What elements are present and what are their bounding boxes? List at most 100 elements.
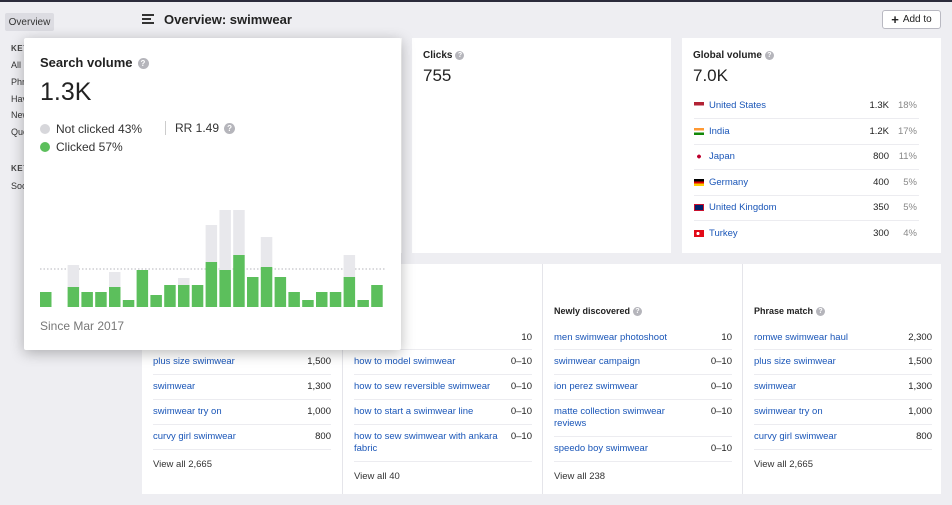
keyword-volume: 800 xyxy=(916,431,932,442)
keyword-row: swimwear campaign 0–10 xyxy=(554,350,732,375)
bar-clicked[interactable] xyxy=(81,292,93,307)
keyword-link[interactable]: romwe swimwear haul xyxy=(754,332,848,343)
country-row: United States 1.3K 18% xyxy=(694,94,919,119)
bar-not-clicked[interactable] xyxy=(109,272,121,287)
bar-clicked[interactable] xyxy=(164,285,176,307)
bar-clicked[interactable] xyxy=(302,300,314,307)
keyword-volume: 800 xyxy=(315,431,331,442)
clicks-title: Clicks xyxy=(423,50,453,61)
bar-clicked[interactable] xyxy=(95,292,107,307)
nav-item-new[interactable]: New xyxy=(11,110,30,120)
keyword-link[interactable]: swimwear try on xyxy=(754,406,823,417)
bar-not-clicked[interactable] xyxy=(219,210,231,270)
column-title: Phrase match? xyxy=(754,306,826,316)
keyword-link[interactable]: swimwear xyxy=(754,381,797,392)
search-volume-chart xyxy=(40,210,385,307)
bar-clicked[interactable] xyxy=(40,292,52,307)
bar-clicked[interactable] xyxy=(233,255,245,307)
bar-clicked[interactable] xyxy=(205,262,218,307)
keyword-row: how to sew reversible swimwear 0–10 xyxy=(354,375,532,400)
nav-item-all[interactable]: All xyxy=(11,60,22,70)
legend-clicked: Clicked 57% xyxy=(40,140,123,154)
search-volume-popup: Search volume? 1.3K Not clicked 43% Clic… xyxy=(24,38,401,350)
bar-not-clicked[interactable] xyxy=(67,265,80,287)
country-volume: 350 xyxy=(873,202,889,213)
keyword-column: Newly discovered? men swimwear photoshoot… xyxy=(542,264,742,494)
bar-not-clicked[interactable] xyxy=(205,225,218,262)
add-to-button[interactable]: + Add to xyxy=(882,10,941,29)
nav-item-questions[interactable]: Que xyxy=(11,127,29,137)
nav-item-having[interactable]: Hav xyxy=(11,94,28,104)
bar-clicked[interactable] xyxy=(136,270,149,307)
bar-not-clicked[interactable] xyxy=(343,255,356,277)
keyword-link[interactable]: men swimwear photoshoot xyxy=(554,332,667,343)
help-icon[interactable]: ? xyxy=(137,58,149,69)
keyword-row: how to start a swimwear line 0–10 xyxy=(354,400,532,425)
bar-clicked[interactable] xyxy=(329,292,342,307)
help-icon[interactable]: ? xyxy=(633,307,643,316)
keyword-link[interactable]: plus size swimwear xyxy=(754,356,836,367)
keyword-row: swimwear try on 1,000 xyxy=(754,400,932,425)
nav-section-title-2: KEY xyxy=(11,164,29,173)
keyword-link[interactable]: how to sew reversible swimwear xyxy=(354,381,491,392)
keyword-volume: 1,500 xyxy=(307,356,331,367)
keyword-row: matte collection swimwear reviews 0–10 xyxy=(554,400,732,437)
keyword-link[interactable]: ion perez swimwear xyxy=(554,381,638,392)
view-all-link[interactable]: View all 2,665 xyxy=(754,459,813,470)
keyword-link[interactable]: how to sew swimwear with ankara fabric xyxy=(354,431,498,454)
help-icon[interactable]: ? xyxy=(764,51,774,60)
bar-clicked[interactable] xyxy=(274,277,287,307)
keyword-link[interactable]: plus size swimwear xyxy=(153,356,235,367)
bar-clicked[interactable] xyxy=(178,285,190,307)
bar-clicked[interactable] xyxy=(219,270,231,307)
popup-title: Search volume xyxy=(40,55,133,70)
keyword-link[interactable]: speedo boy swimwear xyxy=(554,443,648,454)
keyword-volume: 1,300 xyxy=(307,381,331,392)
plus-icon: + xyxy=(891,12,899,27)
keyword-link[interactable]: curvy girl swimwear xyxy=(153,431,236,442)
keyword-link[interactable]: matte collection swimwear reviews xyxy=(554,406,665,429)
bar-clicked[interactable] xyxy=(288,292,300,307)
country-row: United Kingdom 350 5% xyxy=(694,196,919,221)
country-volume: 1.2K xyxy=(869,125,889,137)
keyword-link[interactable]: how to start a swimwear line xyxy=(354,406,474,417)
country-link[interactable]: Germany xyxy=(709,176,749,188)
bar-clicked[interactable] xyxy=(357,300,369,307)
menu-icon[interactable] xyxy=(142,14,154,24)
country-link[interactable]: Japan xyxy=(709,151,735,162)
keyword-row: men swimwear photoshoot 10 xyxy=(554,326,732,350)
bar-clicked[interactable] xyxy=(343,277,356,307)
bar-clicked[interactable] xyxy=(109,287,121,307)
country-link[interactable]: India xyxy=(709,125,730,137)
bar-clicked[interactable] xyxy=(191,285,204,307)
bar-not-clicked[interactable] xyxy=(233,210,245,255)
country-link[interactable]: Turkey xyxy=(709,227,738,239)
help-icon[interactable]: ? xyxy=(224,123,236,134)
bar-clicked[interactable] xyxy=(150,295,162,307)
bar-clicked[interactable] xyxy=(371,285,383,307)
help-icon[interactable]: ? xyxy=(816,307,826,316)
country-row: Japan 800 11% xyxy=(694,145,919,170)
keyword-link[interactable]: swimwear xyxy=(153,381,196,392)
view-all-link[interactable]: View all 40 xyxy=(354,471,400,482)
view-all-link[interactable]: View all 2,665 xyxy=(153,459,212,470)
bar-not-clicked[interactable] xyxy=(178,278,190,285)
keyword-link[interactable]: swimwear campaign xyxy=(554,356,641,367)
bar-clicked[interactable] xyxy=(316,292,328,307)
bar-clicked[interactable] xyxy=(67,287,80,307)
country-link[interactable]: United Kingdom xyxy=(709,202,777,213)
keyword-link[interactable]: how to model swimwear xyxy=(354,356,456,367)
nav-item-social[interactable]: Soc xyxy=(11,181,27,191)
keyword-link[interactable]: curvy girl swimwear xyxy=(754,431,837,442)
keyword-column: plus size swimwear 1,500 swimwear 1,300 swim… xyxy=(142,264,342,494)
bar-clicked[interactable] xyxy=(260,267,273,307)
keyword-link[interactable]: swimwear try on xyxy=(153,406,222,417)
country-link[interactable]: United States xyxy=(709,100,767,111)
bar-clicked[interactable] xyxy=(247,277,259,307)
nav-item-phrase[interactable]: Phr xyxy=(11,77,26,87)
help-icon[interactable]: ? xyxy=(455,51,465,60)
view-all-link[interactable]: View all 238 xyxy=(554,471,606,482)
overview-tab[interactable]: Overview xyxy=(5,13,54,31)
bar-clicked[interactable] xyxy=(122,300,135,307)
bar-not-clicked[interactable] xyxy=(260,237,273,267)
